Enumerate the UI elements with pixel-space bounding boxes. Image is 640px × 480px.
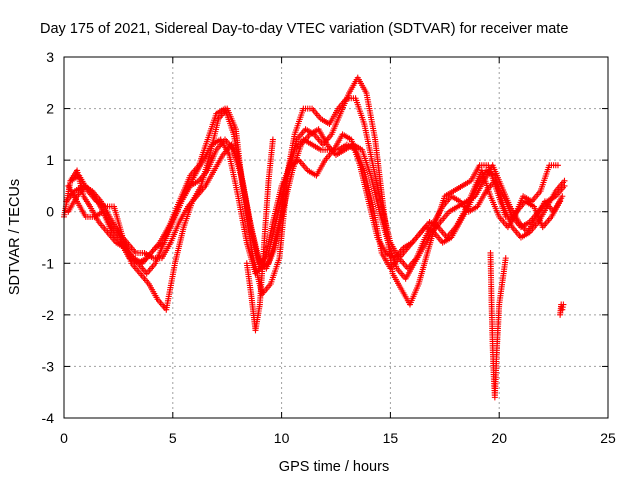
data-point [554, 162, 561, 169]
y-axis-label: SDTVAR / TECUs [7, 179, 23, 295]
y-tick-label: 0 [46, 204, 54, 220]
y-tick-label: -4 [42, 410, 55, 426]
data-point [561, 182, 568, 189]
x-tick-label: 15 [383, 430, 399, 446]
series-track-5 [67, 74, 561, 313]
data-point [502, 255, 509, 262]
series-track-8 [557, 301, 567, 318]
data-point [269, 136, 276, 143]
series-track-7 [487, 249, 509, 401]
x-tick-label: 10 [274, 430, 290, 446]
y-tick-label: 1 [46, 152, 54, 168]
x-axis-label: GPS time / hours [279, 459, 389, 475]
series-track-6 [243, 136, 276, 334]
data-point [561, 177, 568, 184]
y-tick-label: 2 [46, 101, 54, 117]
y-tick-label: 3 [46, 49, 54, 65]
y-tick-label: -1 [42, 255, 55, 271]
data-point [559, 193, 566, 200]
y-tick-label: -2 [42, 307, 55, 323]
data-point [560, 301, 567, 308]
x-tick-label: 5 [169, 430, 177, 446]
x-tick-label: 25 [600, 430, 616, 446]
chart-title: Day 175 of 2021, Sidereal Day-to-day VTE… [40, 21, 568, 37]
data-points [61, 74, 568, 401]
x-tick-label: 20 [491, 430, 507, 446]
y-tick-label: -3 [42, 358, 55, 374]
x-tick-label: 0 [60, 430, 68, 446]
ticks: 0 5 10 15 20 25 -4 -3 -2 -1 0 1 2 3 [42, 49, 616, 446]
plot-frame [63, 56, 609, 419]
